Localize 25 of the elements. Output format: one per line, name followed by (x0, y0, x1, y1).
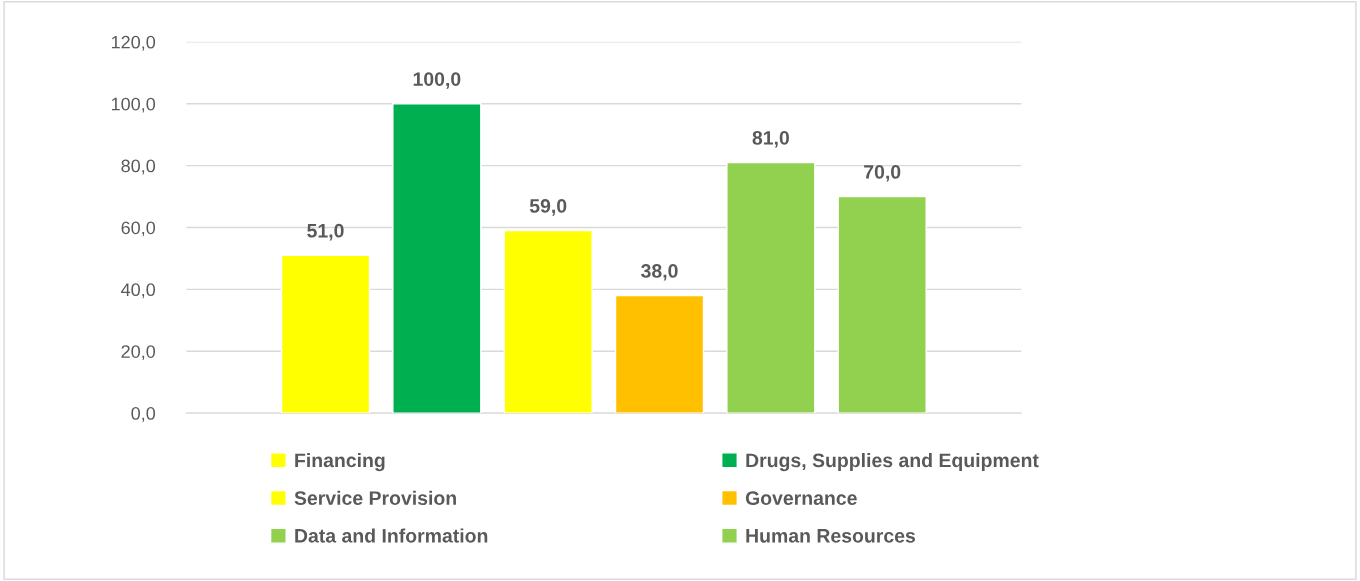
bar (392, 103, 482, 414)
y-tick-label: 20,0 (121, 345, 156, 361)
y-tick-label: 120,0 (111, 35, 156, 51)
text: 51,0 (307, 223, 344, 241)
bar (837, 195, 927, 414)
text: 81,0 (752, 130, 789, 148)
legend-label: Governance (745, 491, 857, 506)
y-tick-label: 60,0 (121, 221, 156, 237)
legend-label: Drugs, Supplies and Equipment (746, 452, 1039, 472)
bar (726, 161, 816, 414)
legend-label: Human Resources (746, 529, 915, 543)
y-tick-label: 80,0 (121, 159, 156, 175)
bar (503, 229, 593, 414)
y-tick-label: 100,0 (111, 97, 156, 113)
legend-label: Financing (295, 452, 385, 472)
text: 70,0 (864, 165, 901, 182)
bar (614, 294, 705, 414)
legend-label: Service Provision (294, 490, 456, 506)
bar (280, 254, 371, 414)
y-tick-label: 0,0 (131, 407, 156, 422)
y-tick-label: 40,0 (121, 283, 156, 299)
text: 38,0 (641, 264, 678, 281)
text: 100,0 (413, 72, 461, 89)
text: 59,0 (529, 199, 567, 216)
legend-label: Data and Information (295, 528, 488, 543)
